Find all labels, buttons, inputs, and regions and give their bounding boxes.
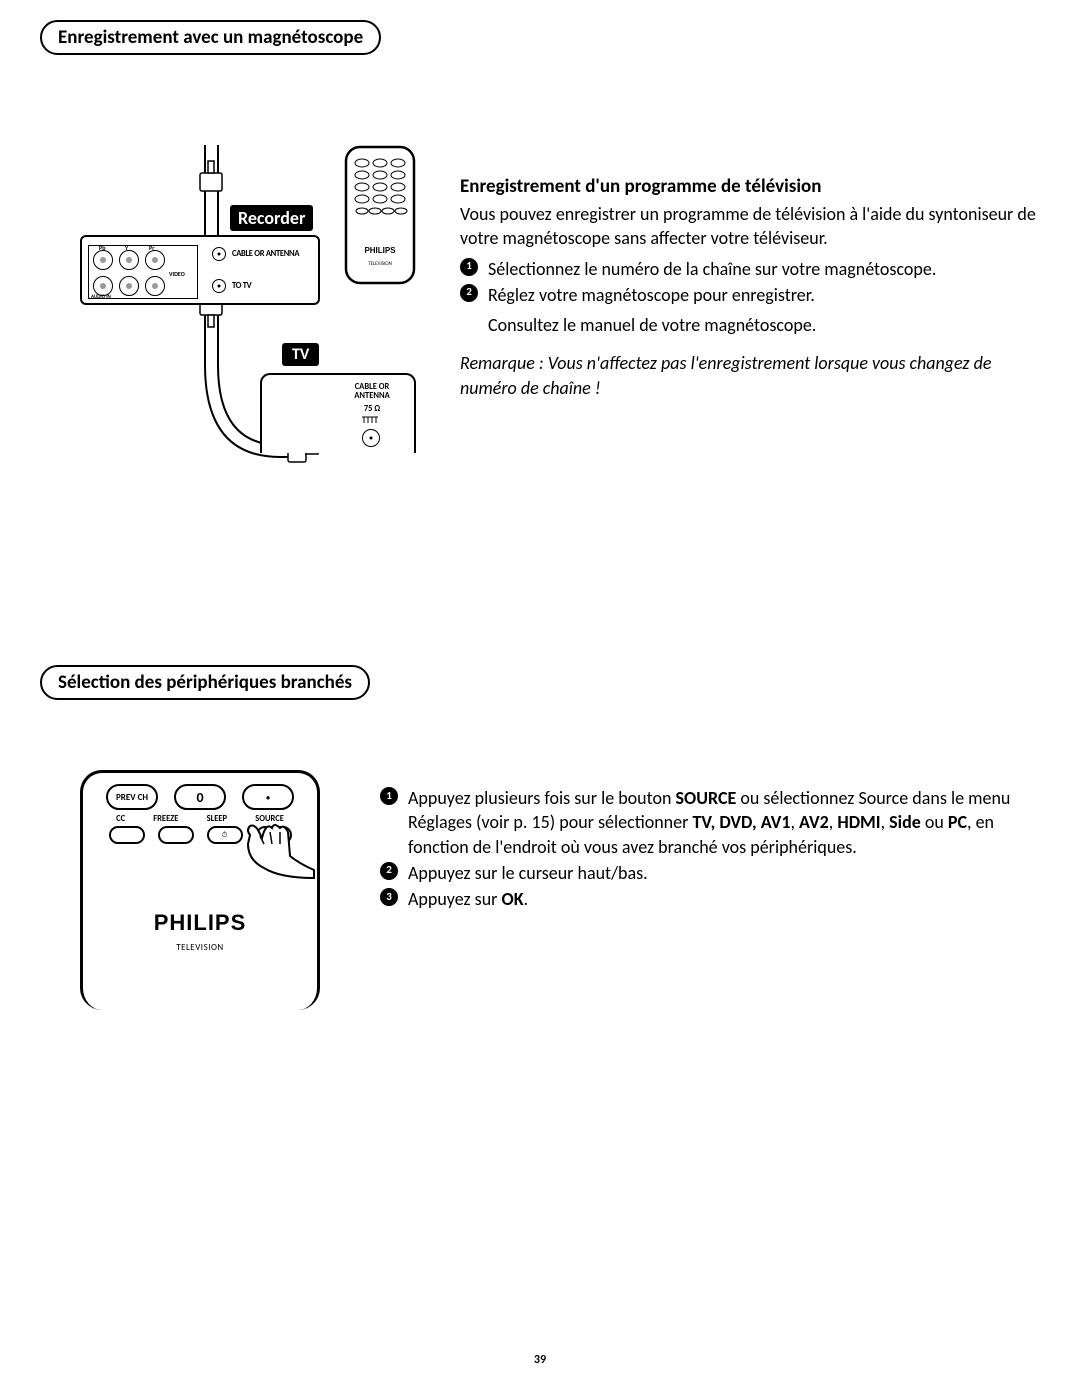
remote-large-icon: PREV CH 0 · CC FREEZE SLEEP SOURCE ⏱ — [80, 770, 320, 1010]
cc-label: CC — [116, 814, 125, 824]
section1-text: Enregistrement d'un programme de télévis… — [460, 145, 1040, 400]
tv-box: CABLE OR ANTENNA 75 Ω — [260, 373, 416, 453]
remote-col: PREV CH 0 · CC FREEZE SLEEP SOURCE ⏱ — [40, 770, 320, 1010]
section2-steps: 1 Appuyez plusieurs fois sur le bouton S… — [380, 786, 1040, 911]
recorder-ports: Pb Y Pr VIDEO AUDIO IN — [88, 245, 198, 299]
philips-brand: PHILIPS — [80, 910, 320, 936]
section2-step-1: 1 Appuyez plusieurs fois sur le bouton S… — [380, 786, 1040, 859]
section1-after-steps: Consultez le manuel de votre magnétoscop… — [460, 313, 1040, 337]
section2-content: PREV CH 0 · CC FREEZE SLEEP SOURCE ⏱ — [40, 770, 1040, 1010]
section1-steps: 1Sélectionnez le numéro de la chaîne sur… — [460, 257, 1040, 308]
svg-text:TELEVISION: TELEVISION — [368, 261, 392, 267]
sleep-button: ⏱ — [207, 826, 243, 844]
section1-header: Enregistrement avec un magnétoscope — [40, 20, 381, 55]
freeze-button — [158, 826, 194, 844]
freeze-label: FREEZE — [153, 814, 178, 824]
section1-step-2: 2Réglez votre magnétoscope pour enregist… — [460, 283, 1040, 307]
section1-note: Remarque : Vous n'affectez pas l'enregis… — [460, 351, 1040, 400]
section2-step-3: 3 Appuyez sur OK. — [380, 887, 1040, 911]
hand-icon — [240, 820, 320, 880]
prev-ch-button: PREV CH — [106, 784, 158, 810]
section1-subheading: Enregistrement d'un programme de télévis… — [460, 175, 1040, 198]
page-number: 39 — [0, 1353, 1080, 1367]
dot-button: · — [242, 784, 294, 810]
recorder-label: Recorder — [230, 205, 313, 231]
svg-text:PHILIPS: PHILIPS — [364, 246, 396, 255]
cc-button — [109, 826, 145, 844]
section2-step-2: 2Appuyez sur le curseur haut/bas. — [380, 861, 1040, 885]
small-remote-icon: PHILIPS TELEVISION — [340, 145, 420, 285]
section1-intro: Vous pouvez enregistrer un programme de … — [460, 202, 1040, 251]
tv-label: TV — [282, 343, 319, 366]
television-label: TELEVISION — [80, 942, 320, 953]
section1-content: Recorder Pb Y Pr VIDEO AUDIO IN CABLE OR — [40, 145, 1040, 525]
zero-button: 0 — [174, 784, 226, 810]
recorder-box: Pb Y Pr VIDEO AUDIO IN CABLE OR ANTENNA … — [80, 235, 320, 305]
recorder-diagram: Recorder Pb Y Pr VIDEO AUDIO IN CABLE OR — [40, 145, 420, 525]
section2: Sélection des périphériques branchés PRE… — [40, 665, 1040, 1010]
sleep-label: SLEEP — [207, 814, 227, 824]
section2-header: Sélection des périphériques branchés — [40, 665, 370, 700]
section2-text: 1 Appuyez plusieurs fois sur le bouton S… — [380, 770, 1040, 917]
section1-step-1: 1Sélectionnez le numéro de la chaîne sur… — [460, 257, 1040, 281]
